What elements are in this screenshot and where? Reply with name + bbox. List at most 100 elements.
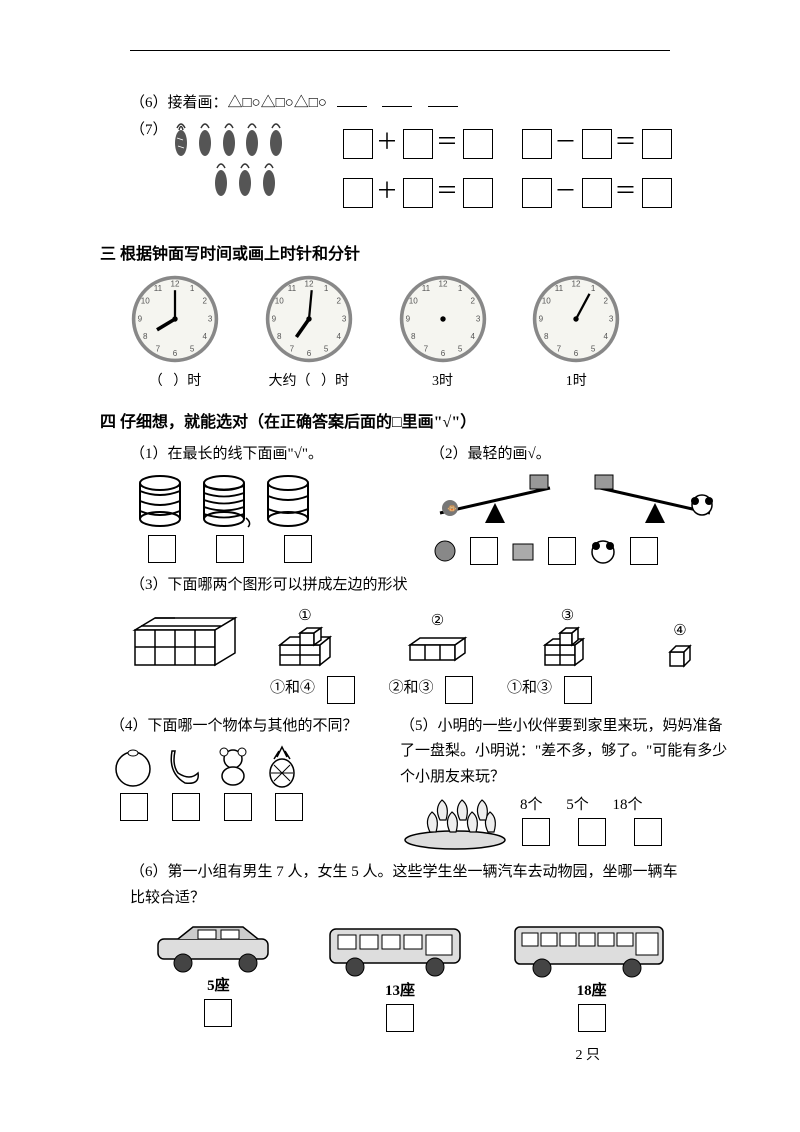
svg-text:12: 12 bbox=[171, 280, 180, 289]
svg-text:4: 4 bbox=[202, 332, 207, 341]
carrots-row2 bbox=[210, 158, 340, 198]
svg-text:2: 2 bbox=[202, 297, 207, 306]
input-box[interactable] bbox=[582, 129, 612, 159]
svg-text:7: 7 bbox=[156, 344, 161, 353]
q7-label: （7） bbox=[130, 118, 170, 139]
svg-text:5: 5 bbox=[457, 344, 462, 353]
svg-text:10: 10 bbox=[408, 297, 417, 306]
answer-box[interactable] bbox=[548, 537, 576, 565]
cylinder-3-icon bbox=[258, 471, 318, 531]
shape-2-icon bbox=[405, 630, 470, 670]
equation-row-2: ＋＝ －＝ bbox=[340, 173, 730, 208]
answer-box[interactable] bbox=[172, 793, 200, 821]
question-4-5: （5）小明的一些小伙伴要到家里来玩，妈妈准备了一盘梨。小明说："差不多，够了。"… bbox=[400, 714, 730, 851]
svg-text:4: 4 bbox=[336, 332, 341, 341]
blank[interactable] bbox=[337, 92, 367, 107]
answer-box[interactable] bbox=[204, 999, 232, 1027]
svg-text:6: 6 bbox=[440, 349, 445, 358]
svg-text:9: 9 bbox=[405, 315, 410, 324]
input-box[interactable] bbox=[522, 129, 552, 159]
shape-3-icon bbox=[540, 625, 595, 670]
carrots-row1 bbox=[170, 118, 340, 158]
answer-box[interactable] bbox=[386, 1004, 414, 1032]
svg-text:11: 11 bbox=[421, 284, 430, 293]
answer-box[interactable] bbox=[216, 535, 244, 563]
equation-row-1: ＋＝ －＝ bbox=[340, 124, 730, 159]
svg-text:3: 3 bbox=[342, 315, 347, 324]
svg-text:6: 6 bbox=[307, 349, 312, 358]
svg-text:6: 6 bbox=[574, 349, 579, 358]
svg-text:1: 1 bbox=[591, 284, 596, 293]
answer-box[interactable] bbox=[275, 793, 303, 821]
input-box[interactable] bbox=[403, 178, 433, 208]
svg-text:10: 10 bbox=[542, 297, 551, 306]
svg-text:8: 8 bbox=[277, 332, 282, 341]
bus-13-icon bbox=[320, 919, 480, 979]
section-3-title: 三 根据钟面写时间或画上时针和分针 bbox=[100, 240, 730, 264]
input-box[interactable] bbox=[343, 129, 373, 159]
svg-text:10: 10 bbox=[275, 297, 284, 306]
shape-4-icon bbox=[665, 640, 695, 670]
svg-text:8: 8 bbox=[411, 332, 416, 341]
seesaw-icon: 🐵 bbox=[430, 463, 730, 533]
answer-box[interactable] bbox=[224, 793, 252, 821]
top-rule bbox=[130, 50, 670, 51]
answer-box[interactable] bbox=[578, 818, 606, 846]
svg-text:9: 9 bbox=[271, 315, 276, 324]
input-box[interactable] bbox=[522, 178, 552, 208]
input-box[interactable] bbox=[403, 129, 433, 159]
answer-box[interactable] bbox=[148, 535, 176, 563]
svg-text:9: 9 bbox=[539, 315, 544, 324]
answer-box[interactable] bbox=[445, 676, 473, 704]
question-7: （7） ＋＝ －＝ ＋＝ bbox=[130, 118, 730, 222]
svg-text:2: 2 bbox=[470, 297, 475, 306]
answer-box[interactable] bbox=[327, 676, 355, 704]
car-icon bbox=[143, 919, 293, 974]
cylinder-2-icon bbox=[194, 471, 254, 531]
input-box[interactable] bbox=[642, 178, 672, 208]
question-4-3: （3）下面哪两个图形可以拼成左边的形状 ① bbox=[130, 573, 730, 704]
svg-text:4: 4 bbox=[470, 332, 475, 341]
answer-box[interactable] bbox=[470, 537, 498, 565]
question-4-4: （4）下面哪一个物体与其他的不同？ bbox=[110, 714, 400, 825]
svg-text:3: 3 bbox=[475, 315, 480, 324]
answer-box[interactable] bbox=[284, 535, 312, 563]
input-box[interactable] bbox=[463, 178, 493, 208]
shape-1-icon bbox=[275, 625, 335, 670]
blank[interactable] bbox=[382, 92, 412, 107]
svg-text:10: 10 bbox=[141, 297, 150, 306]
panda-icon bbox=[586, 538, 620, 564]
clock-1: 1212 345 678 91011 （ ）时 bbox=[130, 274, 220, 390]
blank[interactable] bbox=[428, 92, 458, 107]
clocks-row: 1212 345 678 91011 （ ）时 1212 345 678 910… bbox=[130, 274, 730, 390]
input-box[interactable] bbox=[463, 129, 493, 159]
clock-4: 1212 345 678 91011 1时 bbox=[531, 274, 621, 390]
svg-text:5: 5 bbox=[190, 344, 195, 353]
svg-text:7: 7 bbox=[557, 344, 562, 353]
monkey-icon bbox=[430, 538, 460, 564]
svg-text:12: 12 bbox=[304, 280, 313, 289]
answer-box[interactable] bbox=[630, 537, 658, 565]
svg-text:7: 7 bbox=[423, 344, 428, 353]
question-6: （6）接着画：△□○△□○△□○ bbox=[130, 91, 730, 112]
answer-box[interactable] bbox=[522, 818, 550, 846]
svg-text:2: 2 bbox=[336, 297, 341, 306]
answer-box[interactable] bbox=[578, 1004, 606, 1032]
section-4-title: 四 仔细想，就能选对（在正确答案后面的□里画"√"） bbox=[100, 408, 730, 432]
answer-box[interactable] bbox=[120, 793, 148, 821]
question-4-6: （6）第一小组有男生 7 人，女生 5 人。这些学生坐一辆汽车去动物园，坐哪一辆… bbox=[130, 860, 690, 1032]
input-box[interactable] bbox=[343, 178, 373, 208]
input-box[interactable] bbox=[582, 178, 612, 208]
cat-icon bbox=[508, 538, 538, 564]
clock-2: 1212 345 678 91011 大约（ ）时 bbox=[264, 274, 354, 390]
orange-icon bbox=[110, 743, 156, 789]
svg-text:1: 1 bbox=[457, 284, 462, 293]
clock-3: 1212 345 678 91011 3时 bbox=[398, 274, 488, 390]
svg-text:1: 1 bbox=[190, 284, 195, 293]
svg-text:🐵: 🐵 bbox=[447, 504, 457, 513]
answer-box[interactable] bbox=[634, 818, 662, 846]
input-box[interactable] bbox=[642, 129, 672, 159]
answer-box[interactable] bbox=[564, 676, 592, 704]
bus-18-icon bbox=[507, 919, 677, 979]
svg-text:5: 5 bbox=[324, 344, 329, 353]
